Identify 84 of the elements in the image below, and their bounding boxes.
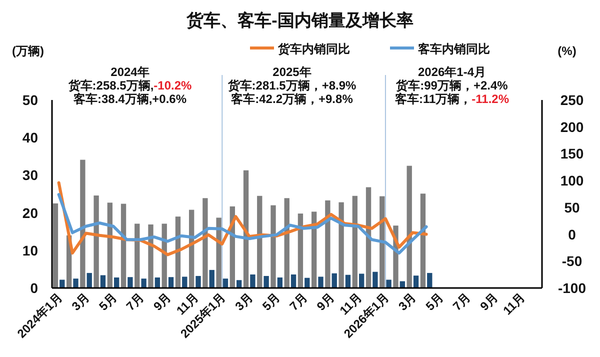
bar — [427, 272, 432, 288]
bar — [141, 278, 146, 288]
text: 2025年 — [272, 65, 312, 79]
bar — [60, 280, 65, 288]
y2-tick-label: 50 — [564, 199, 580, 216]
bar — [182, 276, 188, 288]
bar — [222, 278, 228, 288]
bar — [168, 277, 174, 288]
bar — [338, 202, 344, 288]
bar — [94, 196, 99, 288]
bar — [318, 276, 324, 288]
bar — [413, 276, 419, 288]
bar — [304, 278, 310, 288]
x-tick-label: 11月 — [500, 290, 528, 318]
y2-tick-label: -100 — [558, 280, 586, 296]
x-tick-label: 9月 — [314, 290, 338, 314]
bar — [290, 274, 296, 288]
text: 货车:99万辆，+2.4% — [395, 78, 508, 92]
bar — [264, 276, 269, 288]
x-tick-label: 3月 — [69, 290, 92, 314]
bar — [277, 277, 283, 288]
y2-tick-label: 250 — [560, 92, 584, 108]
x-tick-label: 3月 — [396, 290, 419, 314]
text: 货车:258.5万辆,-10.2% — [67, 78, 192, 92]
bar — [100, 275, 106, 288]
x-tick-label: 5月 — [260, 290, 283, 314]
x-tick-label: 7月 — [450, 290, 474, 314]
y-tick-label: 30 — [22, 167, 38, 184]
legend-label: 货车内销同比 — [277, 42, 350, 56]
annotation: 客车:38.4万辆,+0.6% — [72, 92, 187, 106]
y-tick-label: 40 — [22, 130, 38, 146]
bar — [372, 272, 378, 288]
bar — [148, 224, 154, 288]
bar — [134, 224, 140, 288]
x-tick-label: 5月 — [96, 290, 120, 314]
text: 货车:281.5万辆，+8.9% — [226, 78, 357, 92]
bar — [298, 214, 304, 288]
y2-tick-label: 0 — [568, 226, 576, 242]
x-tick-label: 7月 — [286, 290, 310, 314]
x-tick-label: 7月 — [123, 290, 147, 314]
bar — [386, 280, 392, 288]
annotation: 客车:42.2万辆，+9.8% — [230, 92, 354, 106]
y2-axis-title: (%) — [558, 44, 576, 58]
bar — [209, 270, 214, 288]
bar — [257, 196, 262, 288]
bar — [216, 218, 222, 288]
bar — [114, 277, 120, 288]
bar — [345, 274, 351, 288]
bar — [270, 205, 276, 288]
bar — [73, 278, 78, 288]
bar — [359, 274, 364, 288]
x-tick-label: 5月 — [422, 290, 446, 314]
line-series — [57, 193, 428, 255]
bar — [400, 281, 406, 288]
y2-tick-label: 150 — [560, 146, 584, 162]
bar — [236, 280, 242, 288]
y2-tick-label: 200 — [560, 118, 584, 135]
bar — [202, 198, 208, 288]
bar — [366, 187, 372, 288]
chart-title: 货车、客车-国内销量及增长率 — [186, 11, 414, 30]
bar — [128, 277, 133, 288]
bar — [86, 272, 92, 288]
bar — [250, 274, 256, 288]
text: 2024年 — [110, 65, 150, 79]
y-axis-title: (万辆) — [12, 44, 44, 58]
bar — [154, 277, 160, 288]
y-tick-label: 50 — [22, 92, 38, 108]
x-tick-label: 9月 — [150, 290, 174, 314]
bar — [332, 273, 337, 288]
text: 2026年1-4月 — [418, 65, 486, 79]
y-tick-label: 0 — [30, 280, 38, 296]
annotation: 客车:11万辆，-11.2% — [394, 92, 510, 106]
y-tick-label: 10 — [22, 242, 38, 258]
bar — [52, 203, 58, 288]
bar — [80, 160, 86, 288]
x-tick-label: 9月 — [477, 290, 500, 314]
y-tick-label: 20 — [22, 204, 38, 221]
x-tick-label: 3月 — [232, 290, 256, 314]
bar — [352, 196, 358, 288]
bar — [196, 276, 201, 288]
bar — [325, 200, 330, 288]
y2-tick-label: -50 — [562, 253, 582, 270]
y2-tick-label: 100 — [560, 172, 584, 189]
legend-label: 客车内销同比 — [417, 42, 490, 56]
